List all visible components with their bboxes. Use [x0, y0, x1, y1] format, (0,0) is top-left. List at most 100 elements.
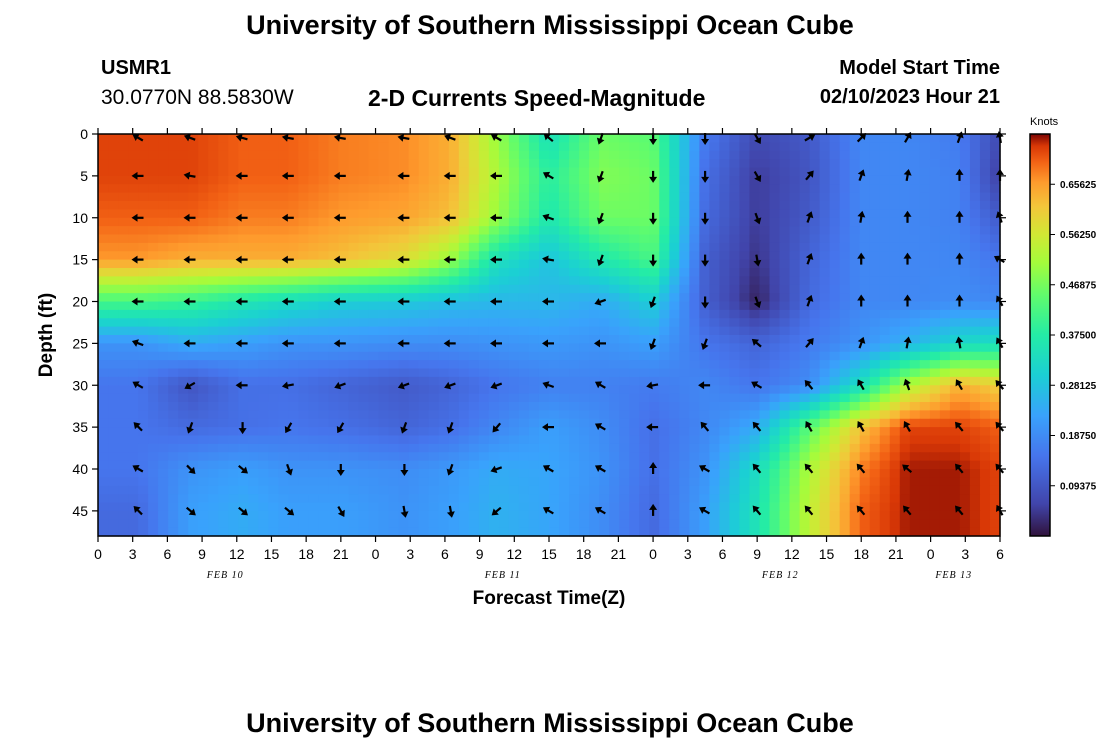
heatmap-cell: [589, 360, 600, 370]
heatmap-cell: [919, 309, 931, 319]
heatmap-cell: [579, 502, 590, 512]
heatmap-cell: [378, 192, 390, 202]
heatmap-cell: [759, 410, 771, 420]
heatmap-cell: [769, 142, 781, 152]
y-tick-label: 40: [72, 461, 88, 477]
heatmap-cell: [378, 343, 390, 353]
heatmap-cell: [859, 368, 871, 378]
heatmap-cell: [418, 167, 430, 177]
heatmap-cell: [468, 159, 480, 169]
heatmap-cell: [168, 376, 179, 386]
heatmap-cell: [418, 485, 430, 495]
heatmap-cell: [829, 293, 841, 303]
heatmap-cell: [699, 435, 710, 445]
heatmap-cell: [839, 502, 851, 512]
heatmap-cell: [508, 343, 520, 353]
heatmap-cell: [98, 192, 109, 202]
heatmap-cell: [448, 184, 460, 194]
heatmap-cell: [358, 217, 370, 227]
heatmap-cell: [298, 452, 310, 462]
heatmap-cell: [559, 167, 570, 177]
heatmap-cell: [859, 184, 871, 194]
heatmap-cell: [348, 393, 360, 403]
heatmap-cell: [909, 150, 921, 160]
heatmap-cell: [759, 494, 771, 504]
heatmap-cell: [869, 410, 881, 420]
x-tick-label: 21: [888, 546, 904, 562]
heatmap-cell: [949, 368, 961, 378]
heatmap-cell: [809, 276, 821, 286]
heatmap-cell: [498, 159, 510, 169]
heatmap-cell: [819, 167, 831, 177]
heatmap-cell: [599, 527, 610, 537]
heatmap-cell: [689, 242, 700, 252]
heatmap-cell: [839, 427, 851, 437]
heatmap-cell: [448, 502, 460, 512]
heatmap-cell: [959, 175, 971, 185]
heatmap-cell: [779, 435, 791, 445]
heatmap-cell: [528, 301, 540, 311]
x-tick-label: 15: [819, 546, 835, 562]
heatmap-cell: [348, 385, 360, 395]
heatmap-cell: [669, 318, 680, 328]
heatmap-cell: [308, 527, 320, 537]
heatmap-cell: [408, 393, 420, 403]
heatmap-cell: [208, 309, 219, 319]
heatmap-cell: [589, 435, 600, 445]
heatmap-cell: [889, 259, 901, 269]
heatmap-cell: [979, 435, 991, 445]
heatmap-cell: [308, 268, 320, 277]
heatmap-cell: [308, 510, 320, 520]
heatmap-cell: [308, 351, 320, 361]
heatmap-cell: [589, 251, 600, 261]
heatmap-cell: [569, 301, 580, 311]
current-vector-arrow: [490, 297, 502, 306]
heatmap-cell: [769, 217, 781, 227]
heatmap-cell: [268, 175, 279, 185]
heatmap-cell: [869, 284, 881, 294]
heatmap-cell: [388, 175, 400, 185]
heatmap-cell: [318, 376, 330, 386]
heatmap-cell: [649, 226, 660, 236]
heatmap-cell: [619, 343, 630, 353]
heatmap-cell: [779, 184, 791, 194]
heatmap-cell: [348, 242, 360, 252]
heatmap-cell: [388, 368, 400, 378]
heatmap-cell: [579, 184, 590, 194]
heatmap-cell: [589, 284, 600, 294]
heatmap-cell: [969, 242, 981, 252]
heatmap-cell: [799, 192, 811, 202]
heatmap-cell: [498, 469, 510, 478]
heatmap-cell: [148, 209, 159, 219]
heatmap-cell: [238, 318, 249, 328]
current-vector-arrow: [594, 339, 606, 348]
heatmap-cell: [378, 259, 390, 269]
heatmap-cell: [108, 343, 119, 353]
heatmap-cell: [669, 502, 680, 512]
heatmap-cell: [158, 276, 169, 286]
heatmap-cell: [108, 494, 119, 504]
heatmap-cell: [949, 510, 961, 520]
heatmap-cell: [528, 435, 540, 445]
heatmap-cell: [919, 167, 931, 177]
heatmap-cell: [729, 519, 741, 529]
heatmap-cell: [769, 268, 781, 277]
heatmap-cell: [929, 217, 941, 227]
heatmap-cell: [108, 335, 119, 344]
heatmap-cell: [378, 293, 390, 303]
heatmap-cell: [649, 318, 660, 328]
heatmap-cell: [849, 301, 861, 311]
heatmap-cell: [538, 326, 550, 336]
heatmap-cell: [528, 510, 540, 520]
heatmap-cell: [218, 469, 229, 478]
heatmap-cell: [829, 435, 841, 445]
heatmap-cell: [378, 142, 390, 152]
heatmap-cell: [258, 393, 269, 403]
heatmap-cell: [989, 234, 1001, 244]
heatmap-cell: [228, 343, 239, 353]
heatmap-cell: [829, 527, 841, 537]
heatmap-cell: [338, 242, 350, 252]
heatmap-cell: [969, 309, 981, 319]
heatmap-cell: [268, 477, 279, 487]
heatmap-cell: [468, 527, 480, 537]
